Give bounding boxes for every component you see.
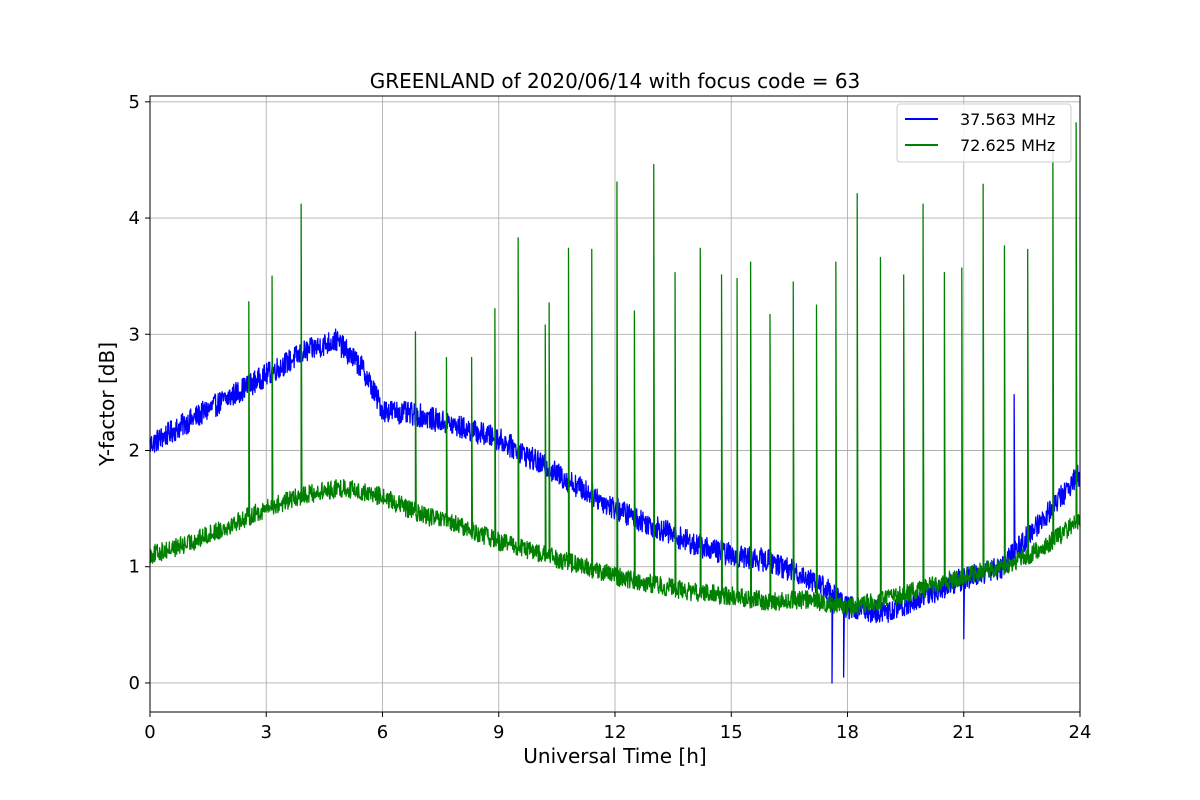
x-tick-label: 12 [604,722,627,743]
x-tick-label: 9 [493,722,504,743]
y-tick-label: 5 [129,92,140,113]
legend-label-72-625: 72.625 MHz [960,136,1055,155]
x-tick-label: 6 [377,722,388,743]
legend-label-37-563: 37.563 MHz [960,110,1055,129]
x-tick-label: 18 [836,722,859,743]
series-layer [149,122,1081,684]
y-tick-label: 0 [129,673,140,694]
x-axis-title: Universal Time [h] [523,744,706,768]
y-axis-title: Y-factor [dB] [95,342,119,467]
legend-box [896,103,1072,163]
x-tick-label: 0 [144,722,155,743]
x-tick-label: 21 [952,722,975,743]
legend: 37.563 MHz 72.625 MHz [896,103,1072,163]
y-tick-label: 1 [129,557,140,578]
y-tick-label: 2 [129,440,140,461]
x-tick-label: 24 [1069,722,1092,743]
x-tick-label: 15 [720,722,743,743]
chart-title: GREENLAND of 2020/06/14 with focus code … [370,69,861,93]
x-tick-label: 3 [261,722,272,743]
y-tick-label: 4 [129,208,140,229]
series-line-72-625-mhz [149,122,1081,616]
y-tick-label: 3 [129,324,140,345]
